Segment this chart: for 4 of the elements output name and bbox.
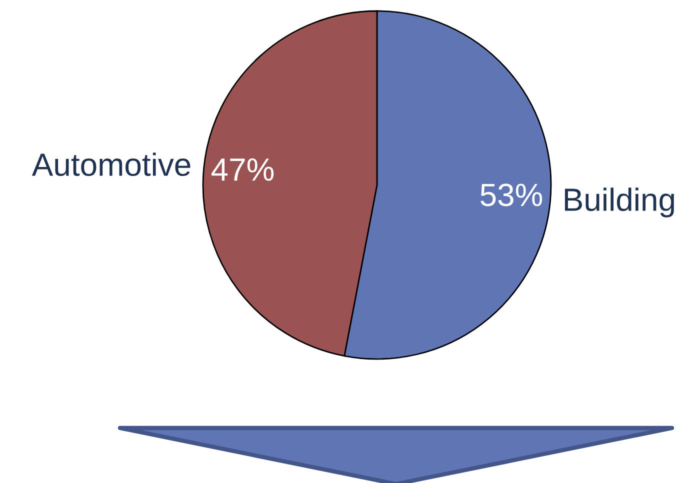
slice-label: Building <box>564 188 674 218</box>
data-label: 47% <box>212 158 274 181</box>
data-label: 53% <box>480 184 542 206</box>
slice-label: Automotive <box>32 152 190 176</box>
